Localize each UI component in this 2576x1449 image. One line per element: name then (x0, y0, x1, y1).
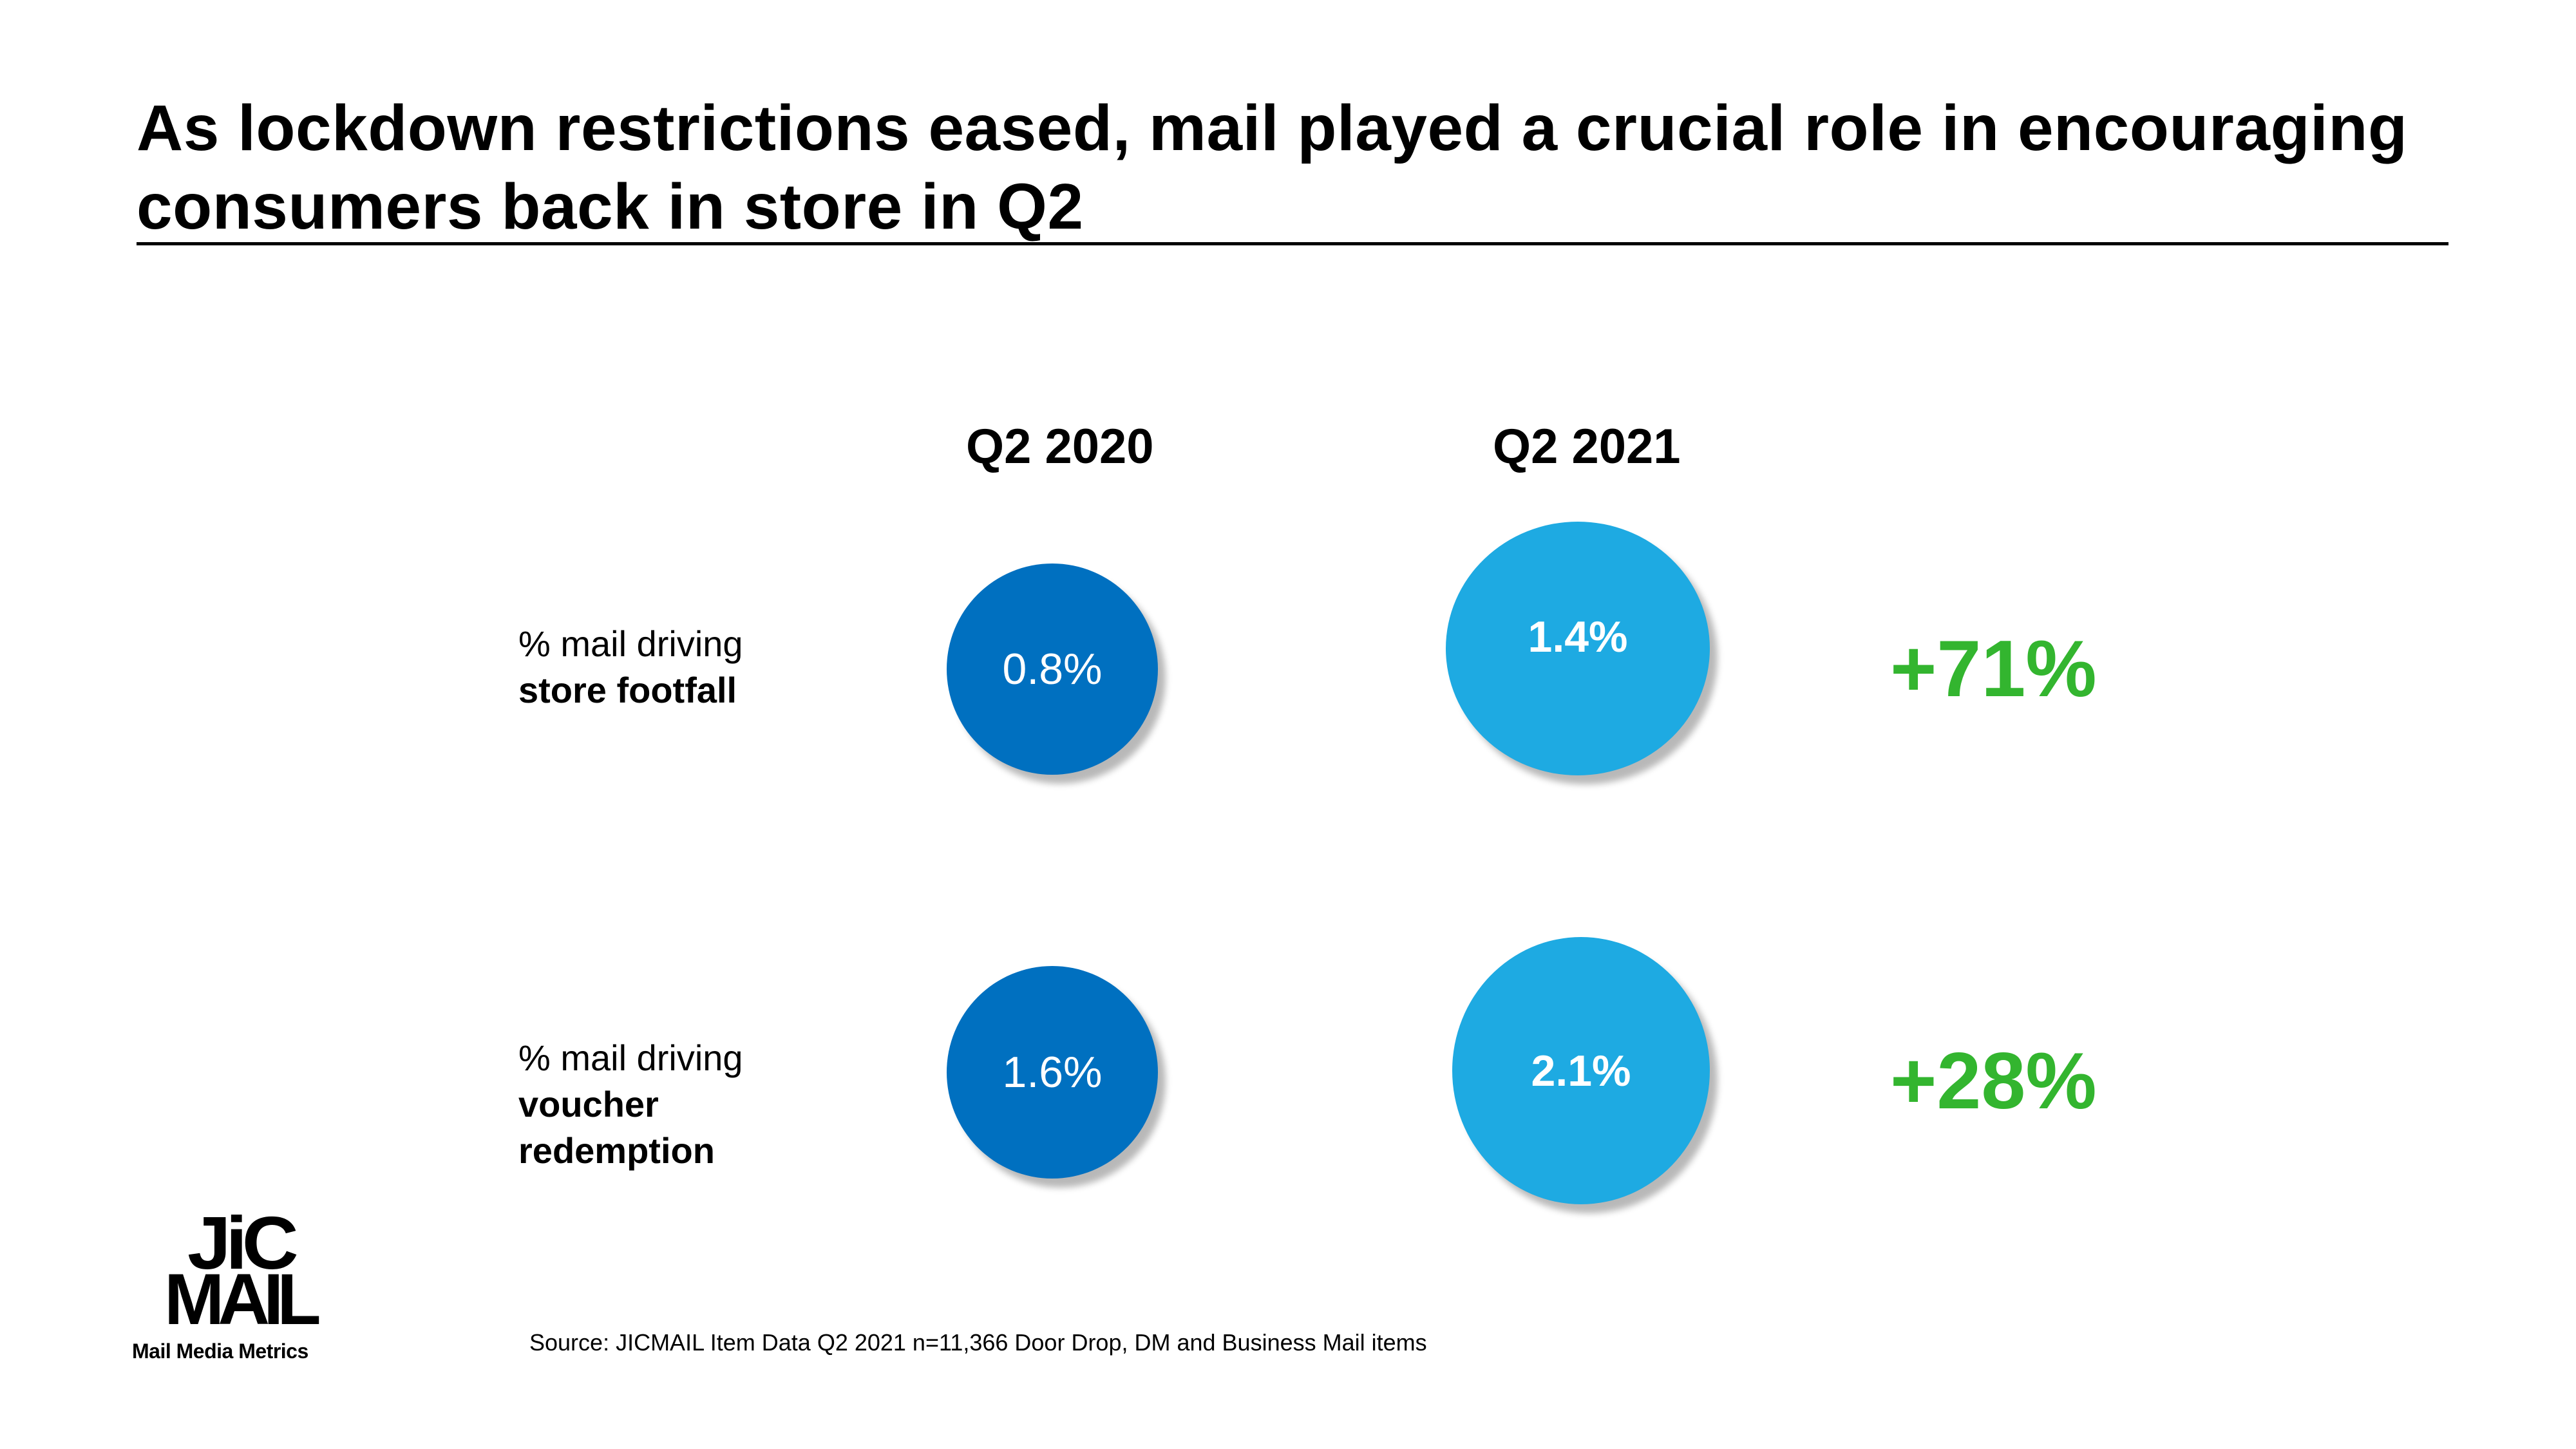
row-label-voucher-redemption: % mail driving voucher redemption (518, 1035, 743, 1174)
logo-tagline: Mail Media Metrics (132, 1340, 308, 1363)
bubble-value: 2.1% (1531, 1046, 1631, 1095)
row-label-store-footfall: % mail driving store footfall (518, 621, 743, 714)
bubble-store-footfall-q2-2020: 0.8% (947, 564, 1158, 775)
row-label-prefix: % mail driving (518, 1037, 743, 1078)
bubble-value: 1.4% (1528, 612, 1628, 661)
source-note: Source: JICMAIL Item Data Q2 2021 n=11,3… (529, 1329, 1427, 1356)
row-label-metric-cont: redemption (518, 1130, 715, 1171)
column-header-q2-2020: Q2 2020 (966, 419, 1154, 474)
column-header-q2-2021: Q2 2021 (1493, 419, 1681, 474)
logo-wordmark-top: JiC (187, 1201, 299, 1285)
row-label-prefix: % mail driving (518, 623, 743, 664)
title-line-2: consumers back in store in Q2 (137, 171, 1084, 243)
change-store-footfall: +71% (1890, 625, 2097, 714)
slide-title: As lockdown restrictions eased, mail pla… (137, 89, 2442, 246)
logo-wordmark-bottom: MAIL (164, 1259, 321, 1340)
change-voucher-redemption: +28% (1890, 1037, 2097, 1126)
row-label-metric: store footfall (518, 670, 737, 710)
bubble-voucher-redemption-q2-2021: 2.1% (1452, 937, 1710, 1204)
bubble-value: 0.8% (1002, 645, 1103, 694)
title-line-1: As lockdown restrictions eased, mail pla… (137, 92, 2408, 164)
bubble-voucher-redemption-q2-2020: 1.6% (947, 966, 1158, 1179)
bubble-value: 1.6% (1002, 1048, 1103, 1097)
bubble-store-footfall-q2-2021: 1.4% (1446, 522, 1710, 775)
row-label-metric: voucher (518, 1084, 659, 1124)
jicmail-logo: JiC MAIL Mail Media Metrics (132, 1201, 338, 1363)
title-divider (137, 242, 2448, 245)
